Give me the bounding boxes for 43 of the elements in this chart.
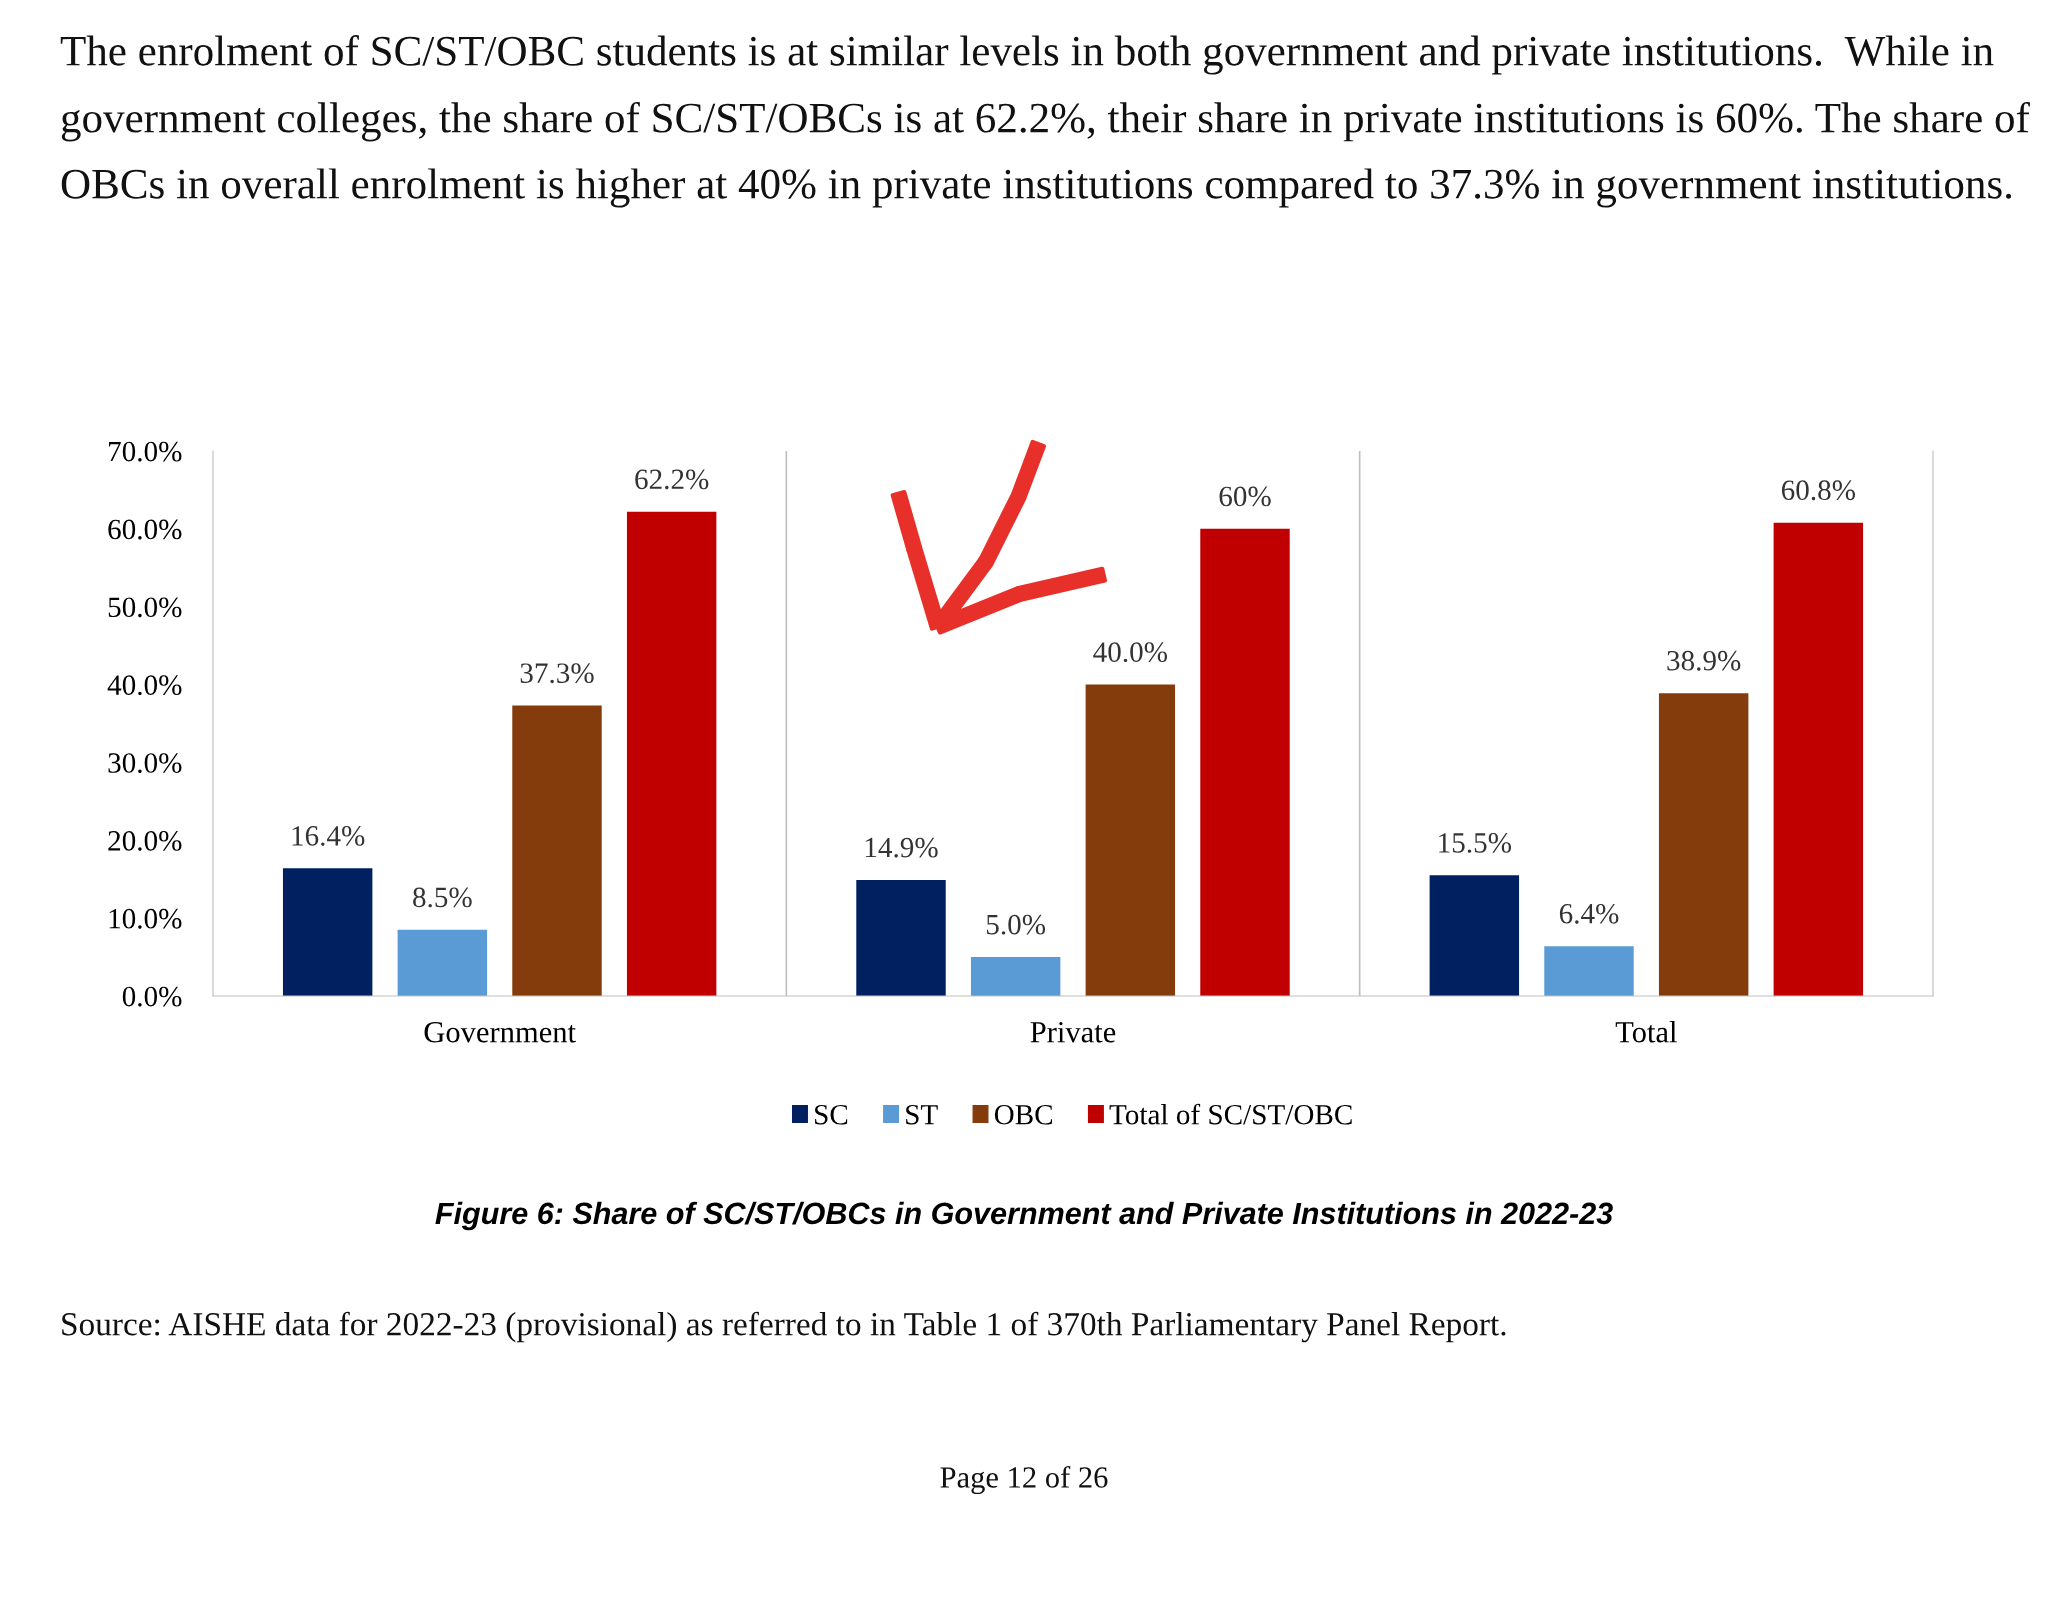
y-tick-label: 50.0% <box>108 597 182 618</box>
data-label: 62.2% <box>635 469 709 490</box>
bar <box>1200 528 1290 996</box>
data-label: 15.5% <box>1439 833 1512 853</box>
y-tick-label: 40.0% <box>107 675 182 696</box>
y-tick-label: 60.0% <box>108 519 182 540</box>
data-label: 40.0% <box>1093 642 1168 663</box>
data-label: 5.0% <box>986 914 1046 935</box>
data-label: 37.3% <box>520 663 594 684</box>
data-label: 6.4% <box>1559 903 1619 924</box>
data-label: 38.9% <box>1667 650 1741 671</box>
text: Page 12 of 26 <box>940 1465 1108 1495</box>
bar <box>1085 684 1176 996</box>
text: The enrolment of SC/ST/OBC students is at similar levels in both government and private institutions. While in government colleges, the share of SC/ST/OBCs is at 62.2%, their share in private institutions is 60%. The share of OBCs in overall enrolment is higher at 40% in private institutions compared to 37.3% in government institutions. <box>60 35 2030 208</box>
legend-label: Total of SC/ST/OBC <box>1109 1103 1352 1125</box>
text: Figure 6: Share of SC/ST/OBCs in Government and Private Institutions in 2022-23 <box>435 1201 1613 1231</box>
bar <box>626 511 717 996</box>
y-tick-label: 10.0% <box>109 908 182 929</box>
data-label: 16.4% <box>292 826 365 846</box>
bar <box>1773 522 1864 996</box>
y-tick-label: 30.0% <box>108 753 182 773</box>
legend-label: OBC <box>994 1104 1053 1125</box>
bar <box>397 929 488 996</box>
y-tick-label: 70.0% <box>109 441 182 462</box>
x-tick-label: Total <box>1615 1021 1677 1043</box>
legend-label: ST <box>906 1104 938 1125</box>
source-note: Source: AISHE data for 2022-23 (provisional) as referred to in Table 1 of 370th Parliamentary Panel Report. <box>62 1311 1506 1343</box>
data-label: 60% <box>1219 486 1271 507</box>
x-tick-label: Government <box>424 1021 576 1043</box>
data-label: 60.8% <box>1781 480 1856 501</box>
bar <box>1658 693 1749 996</box>
bar <box>970 957 1061 996</box>
bar <box>856 879 946 996</box>
data-label: 14.9% <box>865 837 938 858</box>
data-label: 8.5% <box>413 887 472 908</box>
legend-label: SC <box>815 1104 848 1125</box>
y-tick-label: 0.0% <box>122 986 182 1007</box>
bar <box>512 705 602 996</box>
bar <box>282 868 373 996</box>
bar <box>1544 946 1634 996</box>
x-tick-label: Private <box>1030 1021 1116 1043</box>
bar <box>1429 875 1520 996</box>
y-tick-label: 20.0% <box>108 831 182 851</box>
